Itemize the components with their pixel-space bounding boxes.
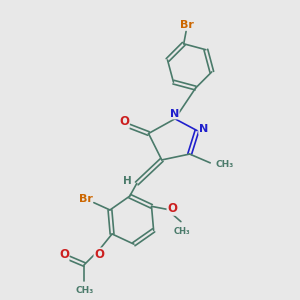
Text: CH₃: CH₃: [75, 286, 94, 295]
Text: N: N: [170, 109, 179, 119]
Text: CH₃: CH₃: [173, 227, 190, 236]
Text: H: H: [123, 176, 132, 186]
Text: CH₃: CH₃: [215, 160, 234, 169]
Text: O: O: [119, 115, 129, 128]
Text: N: N: [199, 124, 208, 134]
Text: O: O: [167, 202, 177, 215]
Text: Br: Br: [79, 194, 92, 204]
Text: O: O: [94, 248, 104, 261]
Text: O: O: [59, 248, 69, 261]
Text: Br: Br: [180, 20, 194, 30]
